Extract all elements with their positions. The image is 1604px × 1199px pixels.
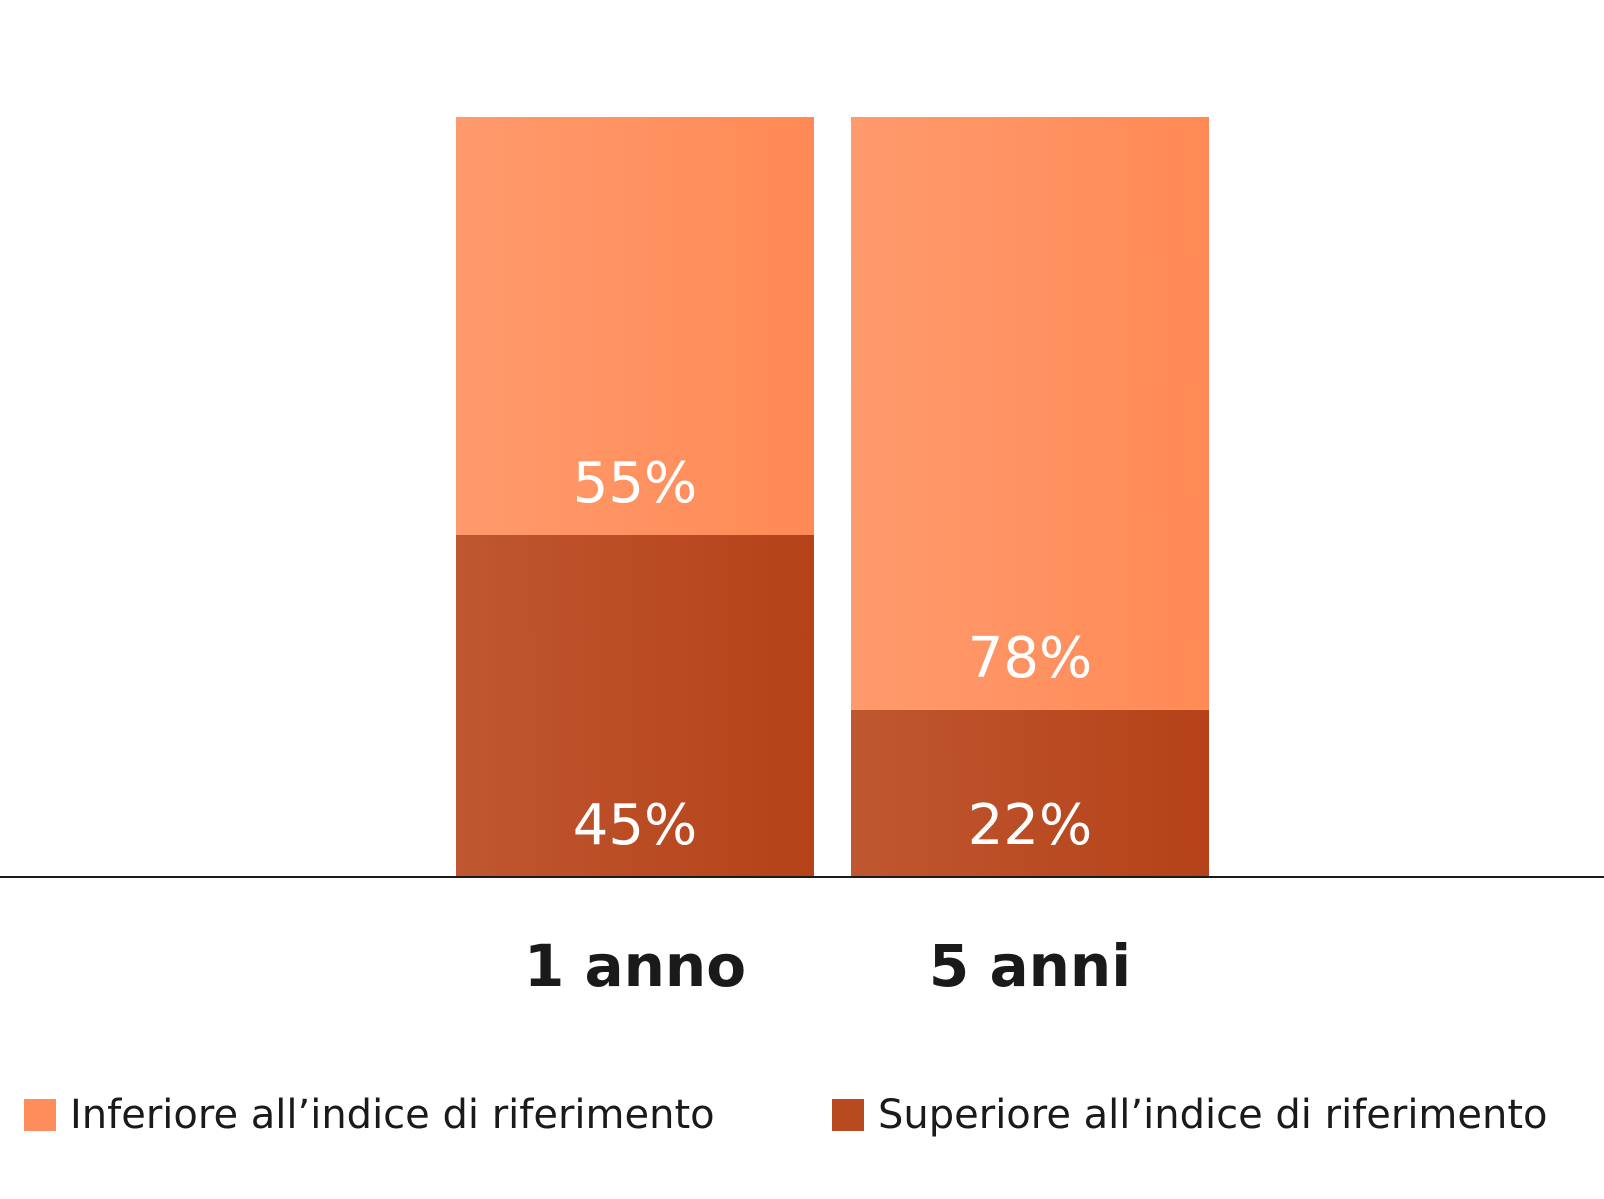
data-label-5-anni-inferiore: 78% bbox=[968, 626, 1092, 691]
bar-5-anni-inferiore bbox=[851, 117, 1209, 710]
x-tick-label-1-anno: 1 anno bbox=[524, 932, 746, 1000]
legend: Inferiore all’indice di riferimento Supe… bbox=[0, 1092, 1604, 1172]
data-label-1-anno-inferiore: 55% bbox=[573, 451, 697, 516]
legend-swatch-inferiore bbox=[24, 1099, 56, 1131]
legend-label-superiore: Superiore all’indice di riferimento bbox=[878, 1092, 1548, 1138]
data-label-5-anni-superiore: 22% bbox=[968, 793, 1092, 858]
legend-swatch-superiore bbox=[832, 1099, 864, 1131]
legend-item-inferiore: Inferiore all’indice di riferimento bbox=[24, 1092, 715, 1138]
x-tick-label-5-anni: 5 anni bbox=[929, 932, 1131, 1000]
bar-1-anno-inferiore bbox=[456, 117, 814, 535]
bar-5-anni-superiore bbox=[851, 709, 1209, 877]
bar-1-anno-superiore bbox=[456, 535, 814, 877]
bar-group: 45% 55% 22% 78% bbox=[456, 117, 1209, 877]
legend-label-inferiore: Inferiore all’indice di riferimento bbox=[70, 1092, 715, 1138]
stacked-bar-chart: 45% 55% 22% 78% 1 anno 5 anni bbox=[0, 117, 1604, 1000]
legend-item-superiore: Superiore all’indice di riferimento bbox=[832, 1092, 1548, 1138]
data-label-1-anno-superiore: 45% bbox=[573, 793, 697, 858]
x-tick-labels: 1 anno 5 anni bbox=[524, 932, 1131, 1000]
